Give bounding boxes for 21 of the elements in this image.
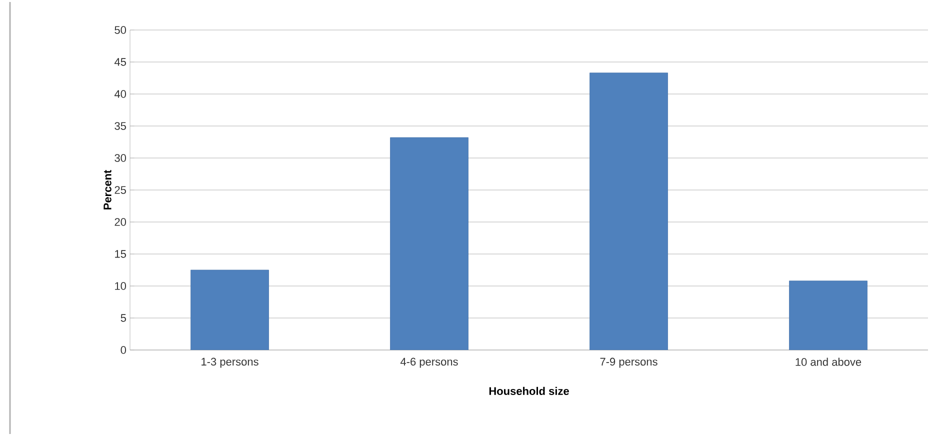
bar xyxy=(590,72,668,350)
y-tick-label: 45 xyxy=(114,58,126,66)
y-tick-label: 25 xyxy=(114,186,126,194)
x-tick-label: 7-9 persons xyxy=(600,358,658,368)
y-tick-label: 5 xyxy=(120,314,126,322)
x-tick-label: 1-3 persons xyxy=(202,358,258,368)
x-tick-label: 10 and above xyxy=(796,358,862,366)
y-tick-label: 20 xyxy=(114,218,126,226)
y-tick-label: 15 xyxy=(115,250,126,258)
y-tick-label: 0 xyxy=(120,346,126,354)
x-tick-label: 4-6 persons xyxy=(400,358,458,368)
y-tick-label: 50 xyxy=(114,26,126,34)
x-axis-title: Household size xyxy=(489,386,569,395)
y-axis-title: Percent xyxy=(104,170,112,210)
y-tick-label: 40 xyxy=(114,90,126,98)
y-tick-label: 10 xyxy=(115,282,126,290)
y-tick-label: 30 xyxy=(114,154,126,162)
bar xyxy=(390,137,468,350)
bar xyxy=(789,280,868,350)
bar xyxy=(190,270,269,350)
y-tick-label: 35 xyxy=(114,122,126,130)
